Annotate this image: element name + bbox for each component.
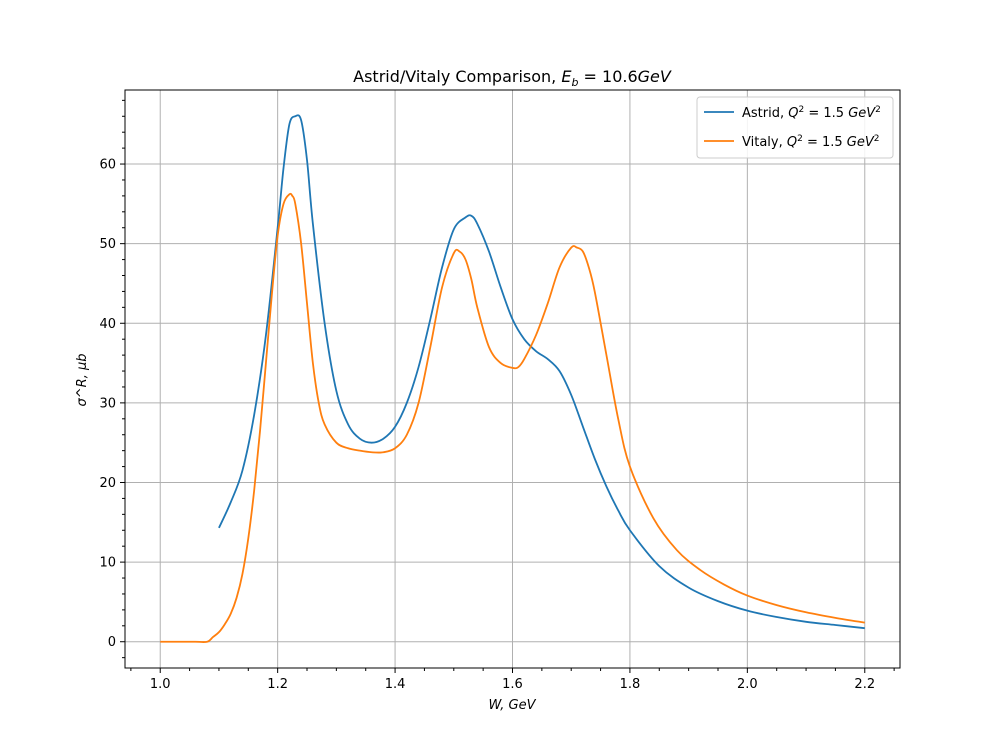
legend-box xyxy=(696,96,894,159)
series-lines xyxy=(160,114,865,643)
svg-text:σ^R, μb: σ^R, μb xyxy=(75,354,90,407)
y-tick-label: 10 xyxy=(99,556,116,571)
x-tick-label: 1.8 xyxy=(620,677,641,692)
grid-lines xyxy=(125,90,900,668)
x-tick-label: 2.2 xyxy=(854,677,875,692)
y-tick-label: 60 xyxy=(99,158,116,173)
y-tick-label: 20 xyxy=(99,476,116,491)
y-tick-label: 40 xyxy=(99,317,116,332)
x-tick-label: 1.6 xyxy=(502,677,523,692)
legend-label-vitaly: Vitaly, Q2 = 1.5 GeV2 xyxy=(742,134,880,150)
chart-title: Astrid/Vitaly Comparison, Eb = 10.6GeV xyxy=(353,67,672,89)
legend: Astrid, Q2 = 1.5 GeV2 Vitaly, Q2 = 1.5 G… xyxy=(696,96,894,159)
series-line-astrid xyxy=(218,114,865,630)
axis-ticks: 1.0 1.2 1.4 1.6 1.8 2.0 2.2 0 10 20 30 40 50 60 xyxy=(99,99,895,692)
y-tick-label: 30 xyxy=(99,396,116,411)
y-tick-label: 0 xyxy=(108,635,116,650)
x-axis-label: W, GeV xyxy=(488,698,536,713)
legend-label-astrid: Astrid, Q2 = 1.5 GeV2 xyxy=(742,105,881,121)
x-tick-label: 1.0 xyxy=(150,677,171,692)
x-tick-label: 1.2 xyxy=(267,677,288,692)
x-tick-label: 2.0 xyxy=(737,677,758,692)
series-line-vitaly xyxy=(160,192,865,643)
y-tick-label: 50 xyxy=(99,237,116,252)
x-tick-label: 1.4 xyxy=(385,677,406,692)
y-axis-label: σ^R, μb xyxy=(75,354,90,407)
